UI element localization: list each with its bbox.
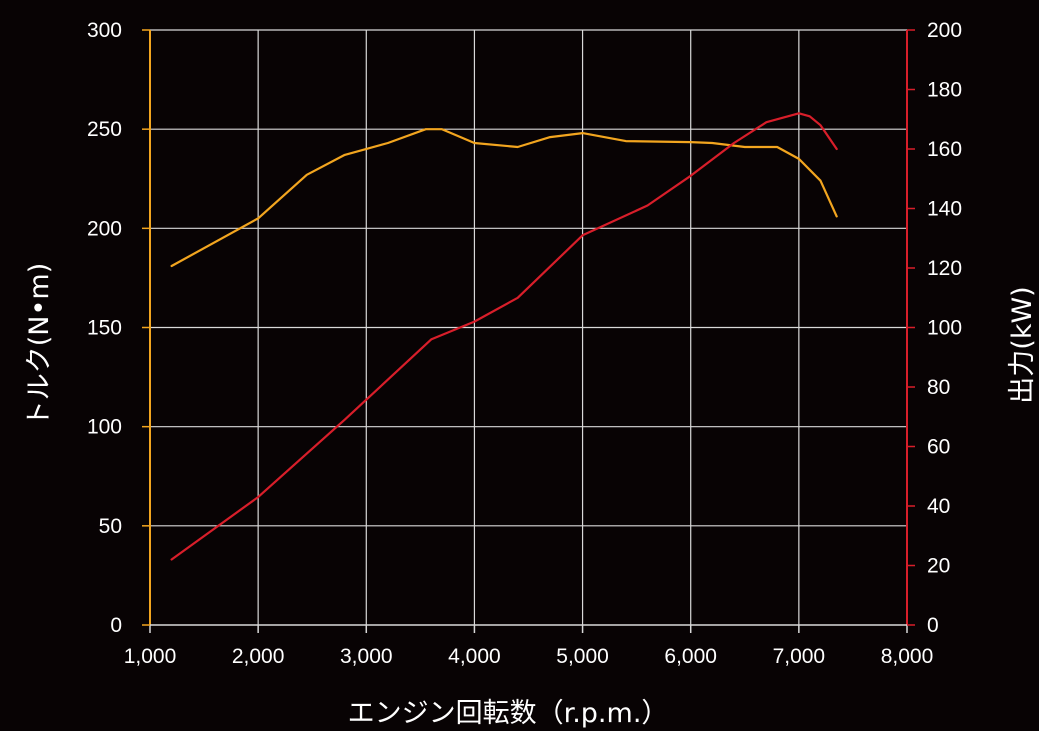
y-right-tick-label: 100	[927, 317, 962, 340]
y-right-tick-label: 200	[927, 19, 962, 42]
x-tick-label: 8,000	[881, 645, 934, 668]
y-axis-title-left: トルク(N•m)	[24, 263, 55, 428]
x-tick-label: 5,000	[556, 645, 609, 668]
y-left-tick-label: 250	[87, 118, 122, 141]
x-axis-title: エンジン回転数（r.p.m.）	[348, 698, 669, 729]
y-left-tick-label: 0	[110, 614, 122, 637]
axes	[142, 29, 915, 633]
y-right-tick-label: 0	[927, 614, 939, 637]
y-right-tick-label: 160	[927, 138, 962, 161]
y-left-tick-label: 100	[87, 416, 122, 439]
x-tick-label: 1,000	[124, 645, 177, 668]
x-tick-label: 3,000	[340, 645, 393, 668]
y-right-tick-label: 20	[927, 555, 950, 578]
series-lines	[170, 112, 838, 561]
x-tick-label: 4,000	[448, 645, 501, 668]
y-left-tick-label: 150	[87, 317, 122, 340]
y-right-tick-label: 120	[927, 257, 962, 280]
y-left-tick-label: 300	[87, 19, 122, 42]
tick-labels: 1,000 2,000 3,000 4,000 5,000 6,000 7,000 8,000…	[87, 19, 962, 668]
power-series-line	[170, 112, 838, 561]
x-tick-label: 7,000	[773, 645, 826, 668]
y-axis-title-right: 出力(kW)	[1007, 286, 1038, 403]
x-tick-label: 6,000	[664, 645, 717, 668]
torque-series-line	[170, 128, 838, 268]
y-right-tick-label: 80	[927, 376, 950, 399]
y-left-tick-label: 200	[87, 217, 122, 240]
y-right-tick-label: 40	[927, 495, 950, 518]
gridlines	[150, 29, 907, 625]
y-right-tick-label: 140	[927, 198, 962, 221]
y-right-tick-label: 180	[927, 79, 962, 102]
y-left-tick-label: 50	[99, 515, 122, 538]
x-tick-label: 2,000	[232, 645, 285, 668]
y-right-tick-label: 60	[927, 436, 950, 459]
